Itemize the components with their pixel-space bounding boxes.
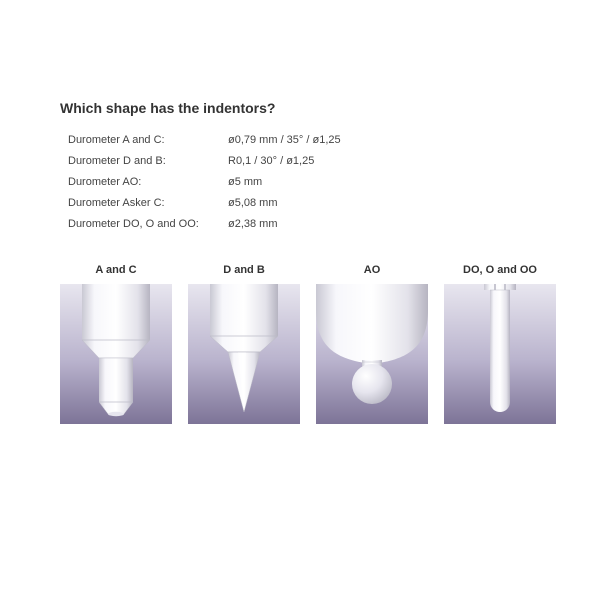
figure-d-and-b: D and B — [188, 264, 300, 424]
spec-label: Durometer Asker C: — [68, 193, 228, 214]
figure-label: A and C — [95, 264, 136, 276]
spec-row: Durometer D and B: R0,1 / 30° / ø1,25 — [68, 151, 560, 172]
spec-row: Durometer Asker C: ø5,08 mm — [68, 193, 560, 214]
page-title: Which shape has the indentors? — [60, 100, 560, 116]
indentor-do-o-oo-icon — [444, 284, 556, 424]
figure-label: D and B — [223, 264, 265, 276]
spec-label: Durometer D and B: — [68, 151, 228, 172]
spec-label: Durometer DO, O and OO: — [68, 214, 228, 235]
indentor-ao-icon — [316, 284, 428, 424]
figure-do-o-oo: DO, O and OO — [444, 264, 556, 424]
spec-label: Durometer A and C: — [68, 130, 228, 151]
spec-value: ø5 mm — [228, 172, 560, 193]
spec-table: Durometer A and C: ø0,79 mm / 35° / ø1,2… — [60, 130, 560, 234]
spec-value: ø0,79 mm / 35° / ø1,25 — [228, 130, 560, 151]
indentor-ao-tile — [316, 284, 428, 424]
figure-row: A and C — [60, 264, 560, 424]
indentor-d-b-tile — [188, 284, 300, 424]
spec-value: ø2,38 mm — [228, 214, 560, 235]
spec-row: Durometer DO, O and OO: ø2,38 mm — [68, 214, 560, 235]
spec-value: ø5,08 mm — [228, 193, 560, 214]
indentor-do-o-oo-tile — [444, 284, 556, 424]
indentor-d-b-icon — [188, 284, 300, 424]
figure-label: AO — [364, 264, 381, 276]
spec-label: Durometer AO: — [68, 172, 228, 193]
figure-ao: AO — [316, 264, 428, 424]
figure-a-and-c: A and C — [60, 264, 172, 424]
figure-label: DO, O and OO — [463, 264, 537, 276]
spec-row: Durometer A and C: ø0,79 mm / 35° / ø1,2… — [68, 130, 560, 151]
spec-value: R0,1 / 30° / ø1,25 — [228, 151, 560, 172]
spec-row: Durometer AO: ø5 mm — [68, 172, 560, 193]
indentor-a-c-icon — [60, 284, 172, 424]
indentor-a-c-tile — [60, 284, 172, 424]
page: Which shape has the indentors? Durometer… — [0, 0, 600, 600]
